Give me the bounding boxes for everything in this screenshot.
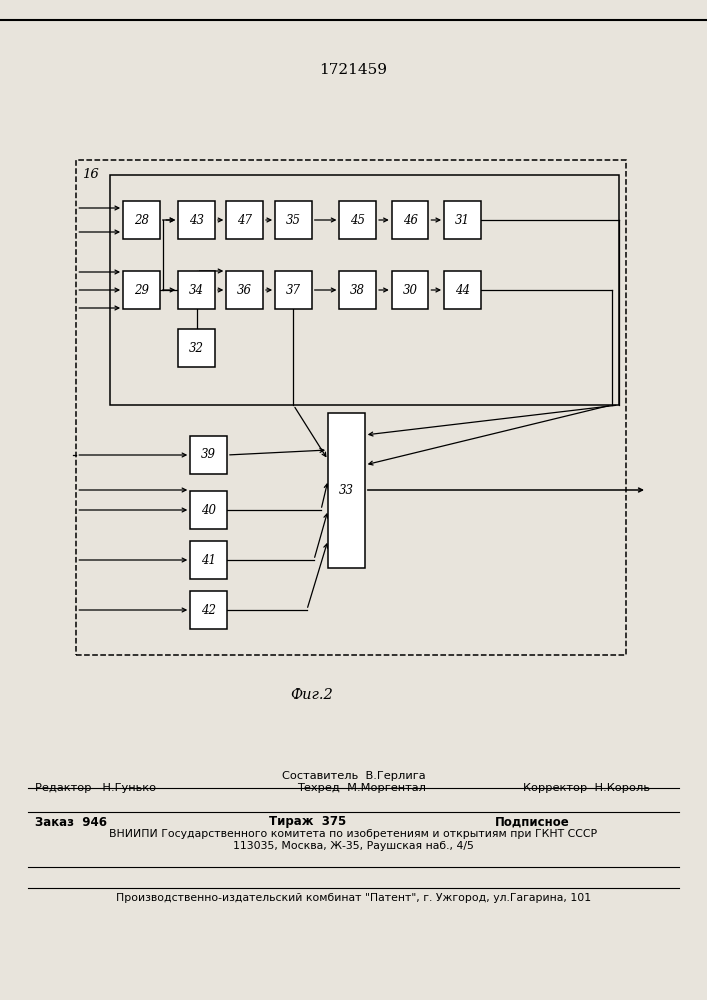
- Text: ВНИИПИ Государственного комитета по изобретениям и открытиям при ГКНТ СССР: ВНИИПИ Государственного комитета по изоб…: [110, 829, 597, 839]
- Text: 36: 36: [237, 284, 252, 296]
- Text: 32: 32: [189, 342, 204, 355]
- Text: 33: 33: [339, 484, 354, 496]
- Bar: [178, 271, 215, 309]
- Bar: [444, 201, 481, 239]
- Text: 40: 40: [201, 504, 216, 516]
- Text: Корректор  Н.Король: Корректор Н.Король: [523, 783, 650, 793]
- Text: 28: 28: [134, 214, 149, 227]
- Bar: [190, 591, 227, 629]
- Bar: [76, 160, 626, 655]
- Text: 31: 31: [455, 214, 470, 227]
- Text: Производственно-издательский комбинат "Патент", г. Ужгород, ул.Гагарина, 101: Производственно-издательский комбинат "П…: [116, 893, 591, 903]
- Bar: [328, 412, 365, 568]
- Bar: [178, 329, 215, 367]
- Text: Подписное: Подписное: [495, 816, 570, 828]
- Text: Техред  М.Моргентал: Техред М.Моргентал: [297, 783, 426, 793]
- Text: 38: 38: [350, 284, 366, 296]
- Bar: [392, 271, 428, 309]
- Text: 39: 39: [201, 448, 216, 462]
- Bar: [178, 201, 215, 239]
- Bar: [226, 201, 263, 239]
- Bar: [392, 201, 428, 239]
- Bar: [275, 201, 312, 239]
- Text: Фиг.2: Фиг.2: [290, 688, 332, 702]
- Text: Заказ  946: Заказ 946: [35, 816, 107, 828]
- Bar: [339, 201, 376, 239]
- Text: Составитель  В.Герлига: Составитель В.Герлига: [281, 771, 426, 781]
- Text: 44: 44: [455, 284, 470, 296]
- Bar: [190, 491, 227, 529]
- Text: 30: 30: [402, 284, 418, 296]
- Bar: [110, 175, 619, 405]
- Text: 42: 42: [201, 603, 216, 616]
- Text: Тираж  375: Тираж 375: [269, 816, 346, 828]
- Text: 34: 34: [189, 284, 204, 296]
- Text: 45: 45: [350, 214, 366, 227]
- Text: 113035, Москва, Ж-35, Раушская наб., 4/5: 113035, Москва, Ж-35, Раушская наб., 4/5: [233, 841, 474, 851]
- Bar: [226, 271, 263, 309]
- Text: 35: 35: [286, 214, 301, 227]
- Bar: [444, 271, 481, 309]
- Bar: [190, 541, 227, 579]
- Text: Редактор   Н.Гунько: Редактор Н.Гунько: [35, 783, 156, 793]
- Bar: [123, 271, 160, 309]
- Text: 1721459: 1721459: [320, 63, 387, 77]
- Text: 16: 16: [82, 168, 99, 181]
- Text: 37: 37: [286, 284, 301, 296]
- Bar: [339, 271, 376, 309]
- Text: 46: 46: [402, 214, 418, 227]
- Text: 29: 29: [134, 284, 149, 296]
- Bar: [123, 201, 160, 239]
- Text: 41: 41: [201, 554, 216, 566]
- Bar: [190, 436, 227, 474]
- Text: 43: 43: [189, 214, 204, 227]
- Text: 47: 47: [237, 214, 252, 227]
- Bar: [275, 271, 312, 309]
